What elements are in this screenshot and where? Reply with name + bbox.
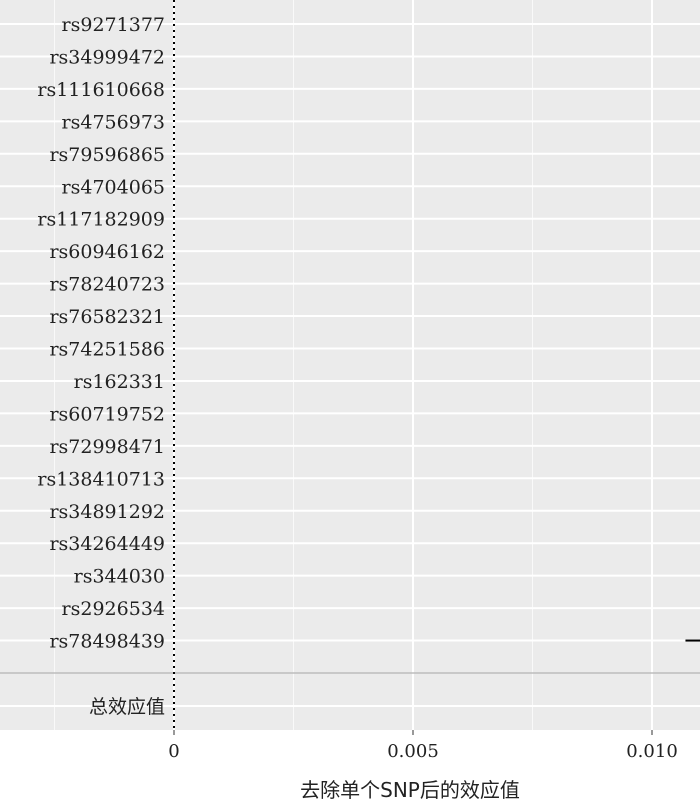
x-tick-label: 0.005 bbox=[387, 741, 439, 762]
snp-label: rs2926534 bbox=[62, 598, 165, 620]
category-labels: rs9271377 rs34999472 rs111610668 rs4756973 r… bbox=[37, 14, 165, 718]
grid-lines bbox=[0, 0, 700, 730]
snp-label: rs138410713 bbox=[37, 468, 165, 490]
snp-label: rs34891292 bbox=[49, 501, 165, 523]
x-tick-label: 0 bbox=[168, 741, 179, 762]
plot-marks bbox=[0, 0, 700, 730]
snp-label: rs78240723 bbox=[49, 274, 165, 296]
plot-panel bbox=[0, 0, 700, 730]
snp-label: rs162331 bbox=[74, 371, 165, 393]
snp-label: rs344030 bbox=[74, 566, 165, 588]
snp-label: rs74251586 bbox=[49, 339, 165, 361]
snp-label: rs34999472 bbox=[49, 46, 165, 68]
snp-label: rs79596865 bbox=[49, 144, 165, 166]
snp-label: rs111610668 bbox=[37, 79, 165, 101]
snp-label: rs4756973 bbox=[62, 111, 165, 133]
snp-label: rs60946162 bbox=[49, 241, 165, 263]
snp-label: rs9271377 bbox=[62, 14, 165, 36]
snp-label: rs72998471 bbox=[49, 436, 165, 458]
snp-label: rs34264449 bbox=[49, 533, 165, 555]
snp-label: rs4704065 bbox=[62, 176, 165, 198]
snp-label: rs76582321 bbox=[49, 306, 165, 328]
x-tick-label: 0.010 bbox=[626, 741, 678, 762]
overall-label: 总效应值 bbox=[89, 696, 165, 718]
snp-label: rs60719752 bbox=[49, 403, 165, 425]
snp-label: rs117182909 bbox=[37, 209, 165, 231]
x-axis-title: 去除单个SNP后的效应值 bbox=[300, 778, 520, 802]
snp-label: rs78498439 bbox=[49, 631, 165, 653]
